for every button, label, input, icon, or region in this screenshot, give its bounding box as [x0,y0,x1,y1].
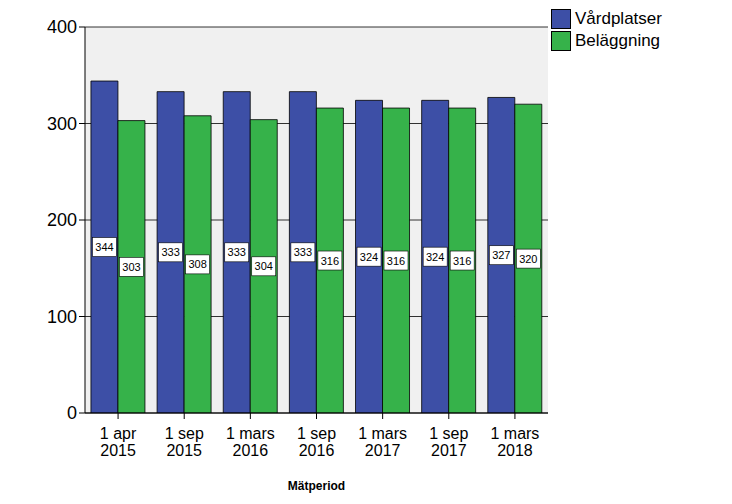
svg-text:1 mars2017: 1 mars2017 [358,425,407,459]
svg-text:344: 344 [95,241,113,253]
svg-text:1 sep2015: 1 sep2015 [165,425,204,459]
svg-text:100: 100 [47,307,77,327]
svg-text:200: 200 [47,210,77,230]
svg-text:303: 303 [122,261,140,273]
svg-text:1 sep2017: 1 sep2017 [429,425,468,459]
svg-text:327: 327 [492,249,510,261]
svg-text:Mätperiod: Mätperiod [288,479,345,493]
svg-text:316: 316 [453,255,471,267]
svg-text:1 mars2018: 1 mars2018 [490,425,539,459]
svg-text:1 sep2016: 1 sep2016 [297,425,336,459]
svg-text:316: 316 [387,255,405,267]
svg-text:316: 316 [321,255,339,267]
svg-text:333: 333 [228,246,246,258]
svg-text:308: 308 [188,258,206,270]
svg-text:1 apr2015: 1 apr2015 [100,425,137,459]
svg-text:1 mars2016: 1 mars2016 [226,425,275,459]
svg-text:333: 333 [161,246,179,258]
html-text:Vårdplatser: Vårdplatser [575,9,662,28]
svg-text:324: 324 [426,251,444,263]
svg-text:304: 304 [255,260,273,272]
svg-text:400: 400 [47,17,77,37]
svg-text:0: 0 [67,403,77,423]
svg-text:300: 300 [47,114,77,134]
html-text:Beläggning: Beläggning [575,31,661,50]
svg-text:324: 324 [360,251,378,263]
svg-text:333: 333 [294,246,312,258]
svg-text:320: 320 [519,253,537,265]
